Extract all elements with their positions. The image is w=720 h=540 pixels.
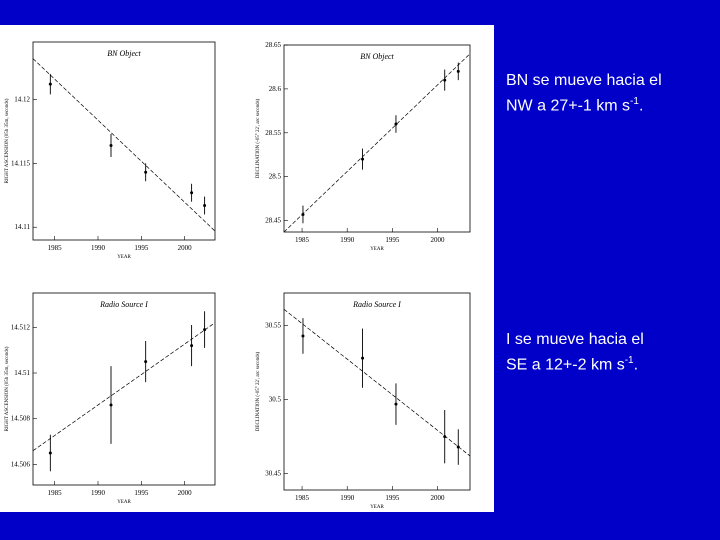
note-line: I se mueve hacia el — [506, 331, 644, 348]
x-tick-label: 1995 — [134, 489, 149, 497]
x-tick-label: 1985 — [48, 489, 63, 497]
note-sup: -1 — [630, 96, 639, 107]
y-tick-label: 14.115 — [11, 159, 30, 167]
data-point — [443, 78, 447, 82]
plot-frame — [32, 292, 216, 486]
plot-frame — [283, 292, 471, 491]
chart-title: BN Object — [107, 49, 141, 58]
x-tick-label: 2000 — [178, 489, 193, 497]
x-tick-label: 2000 — [178, 244, 193, 252]
data-point — [301, 212, 305, 216]
x-tick-label: 1985 — [295, 236, 310, 244]
data-point — [190, 344, 194, 348]
y-tick-label: 14.51 — [14, 369, 30, 377]
chart-title: Radio Source I — [352, 300, 401, 309]
x-tick-label: 1995 — [134, 244, 149, 252]
x-tick-label: 1985 — [295, 494, 310, 502]
note-text: . — [633, 356, 639, 374]
x-axis-label: YEAR — [370, 505, 384, 510]
y-tick-label: 30.5 — [269, 396, 282, 404]
y-tick-label: 28.45 — [265, 217, 281, 225]
y-tick-label: 28.5 — [269, 173, 282, 181]
y-axis-label: RIGHT ASCENSION (05h 35m, seconds) — [5, 346, 10, 431]
data-point — [109, 403, 113, 407]
y-tick-label: 14.12 — [14, 95, 30, 103]
note: I se mueve hacia el SE a 12+-2 km s-1. — [506, 329, 644, 375]
y-tick-label: 28.6 — [269, 85, 282, 93]
y-axis-label: DECLINATION (-05° 22', arc seconds) — [256, 351, 261, 431]
x-tick-label: 2000 — [430, 236, 445, 244]
y-tick-label: 30.55 — [265, 322, 281, 330]
x-tick-label: 1985 — [48, 244, 63, 252]
data-point — [48, 451, 52, 455]
x-tick-label: 1995 — [385, 494, 400, 502]
note-text: SE a 12+-2 km s — [506, 356, 625, 374]
x-tick-label: 1995 — [385, 236, 400, 244]
data-point — [203, 328, 207, 332]
y-tick-label: 14.512 — [11, 323, 31, 331]
data-point — [144, 360, 148, 364]
data-point — [443, 435, 447, 439]
data-point — [361, 157, 365, 161]
y-tick-label: 28.65 — [265, 41, 281, 49]
x-tick-label: 1990 — [91, 489, 106, 497]
data-point — [361, 356, 365, 360]
data-point — [203, 204, 207, 208]
y-tick-label: 28.55 — [265, 129, 281, 137]
y-axis-label: RIGHT ASCENSION (05h 35m, seconds) — [5, 98, 10, 183]
chart-title: BN Object — [360, 52, 394, 61]
y-tick-label: 14.506 — [11, 460, 31, 468]
y-axis-label: DECLINATION (-05° 22', arc seconds) — [256, 98, 261, 178]
panel-background — [0, 25, 494, 512]
data-point — [144, 170, 148, 174]
data-point — [394, 402, 398, 406]
fit-line — [283, 53, 471, 233]
plot-frame — [32, 41, 216, 241]
fit-line — [32, 322, 216, 452]
data-point — [394, 122, 398, 126]
x-tick-label: 1990 — [340, 236, 355, 244]
data-point — [48, 82, 52, 86]
x-tick-label: 2000 — [430, 494, 445, 502]
data-point — [190, 191, 194, 195]
note-line: NW a 27+-1 km s-1. — [506, 91, 662, 116]
y-tick-label: 30.45 — [265, 470, 281, 478]
x-tick-label: 1990 — [340, 494, 355, 502]
fit-line — [283, 309, 471, 457]
note: BN se mueve hacia el NW a 27+-1 km s-1. — [506, 70, 662, 116]
chart-title: Radio Source I — [99, 300, 148, 309]
data-point — [456, 69, 460, 73]
data-point — [301, 334, 305, 338]
note-text: NW a 27+-1 km s — [506, 97, 631, 115]
y-tick-label: 14.508 — [11, 415, 31, 423]
note-line: BN se mueve hacia el — [506, 72, 662, 89]
data-point — [109, 143, 113, 147]
note-sup: -1 — [624, 355, 634, 366]
x-axis-label: YEAR — [117, 500, 131, 505]
plot-frame — [283, 44, 471, 233]
x-axis-label: YEAR — [117, 255, 131, 260]
note-text: . — [638, 97, 644, 115]
figure-panel: 1985 1990 1995 2000 14.11 14.115 14.12 BN Objec… — [0, 25, 494, 512]
x-tick-label: 1990 — [91, 244, 106, 252]
y-tick-label: 14.11 — [15, 223, 31, 231]
note-line: SE a 12+-2 km s-1. — [506, 350, 644, 375]
x-axis-label: YEAR — [370, 247, 384, 252]
data-point — [456, 445, 460, 449]
